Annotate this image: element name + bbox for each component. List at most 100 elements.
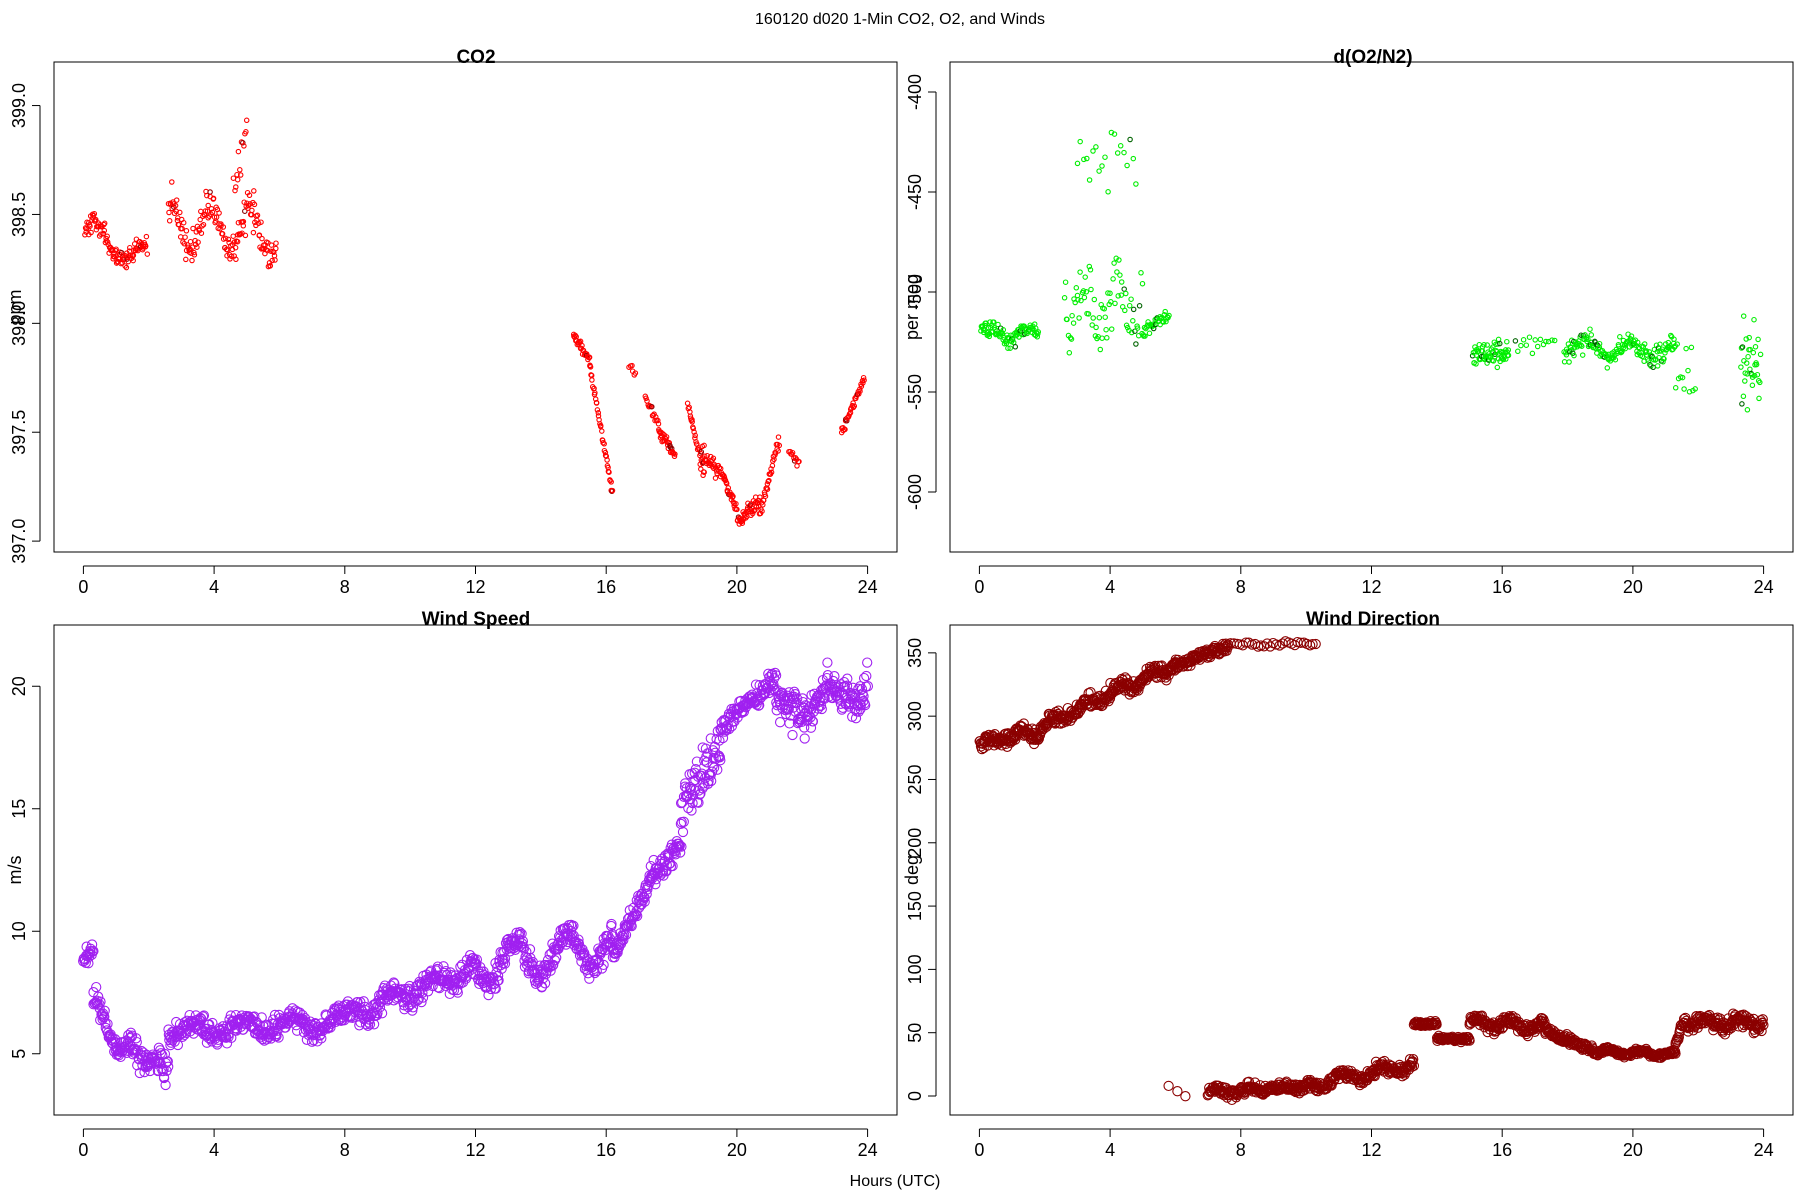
data-point: [1683, 345, 1689, 352]
data-point: [1123, 290, 1129, 297]
data-point: [855, 681, 866, 692]
data-point: [695, 788, 706, 799]
data-point: [190, 225, 196, 232]
data-point: [241, 199, 247, 205]
data-point: [127, 252, 134, 259]
data-point: [999, 330, 1006, 337]
data-point: [142, 243, 149, 249]
data-point: [712, 475, 719, 481]
o2-x-axis: 0 4 8 12 16 20 24: [974, 565, 1774, 597]
data-point: [1674, 341, 1680, 347]
data-point: [273, 1032, 284, 1043]
data-point: [268, 248, 274, 254]
data-point: [1738, 345, 1745, 351]
data-point: [602, 449, 609, 456]
data-point: [1754, 371, 1761, 378]
data-point: [676, 841, 687, 852]
data-point: [783, 704, 794, 715]
x-tick-label: 0: [974, 1140, 984, 1160]
data-point: [438, 961, 449, 972]
data-point: [520, 951, 531, 962]
data-point: [1740, 313, 1747, 319]
wind-direction-points: [974, 636, 1769, 1106]
data-point: [1114, 150, 1121, 156]
x-tick-label: 12: [1361, 577, 1381, 597]
data-point: [210, 195, 217, 202]
data-point: [606, 918, 617, 930]
data-point: [237, 172, 244, 178]
data-point: [1596, 340, 1603, 347]
data-point: [692, 432, 698, 439]
data-point: [243, 1011, 254, 1022]
data-point: [204, 208, 211, 214]
data-point: [768, 469, 775, 476]
data-point: [219, 231, 226, 237]
data-point: [204, 192, 210, 199]
data-point: [573, 934, 584, 945]
data-point: [1130, 306, 1137, 313]
y-tick-label: -450: [905, 174, 925, 210]
data-point: [511, 941, 522, 952]
figure-xlabel: Hours (UTC): [850, 1173, 941, 1190]
data-point: [1686, 389, 1693, 395]
data-point: [592, 390, 598, 396]
data-point: [1086, 177, 1093, 183]
y-tick-label: 0: [905, 1091, 925, 1101]
data-point: [242, 208, 248, 214]
data-point: [104, 239, 111, 245]
data-point: [713, 468, 720, 474]
y-tick-label: 397.0: [9, 519, 29, 564]
data-point: [1464, 1035, 1475, 1046]
data-point: [722, 719, 733, 731]
data-point: [599, 428, 605, 434]
data-point: [241, 143, 247, 149]
data-point: [259, 235, 265, 242]
data-point: [720, 721, 732, 732]
data-point: [91, 210, 98, 217]
data-point: [95, 996, 106, 1007]
data-point: [1077, 138, 1083, 145]
data-point: [1504, 338, 1510, 345]
data-point: [1258, 641, 1270, 652]
data-point: [768, 466, 774, 472]
data-point: [1003, 340, 1010, 347]
data-point: [1105, 189, 1111, 195]
data-point: [246, 192, 253, 199]
data-point: [177, 1031, 188, 1042]
data-point: [600, 439, 606, 446]
x-tick-label: 4: [209, 577, 219, 597]
data-point: [842, 426, 848, 433]
data-point: [1089, 322, 1095, 328]
data-point: [1515, 348, 1521, 355]
data-point: [593, 400, 600, 406]
data-point: [713, 750, 725, 761]
panel-co2-ylabel: ppm: [5, 289, 25, 324]
x-tick-label: 12: [465, 1140, 485, 1160]
data-point: [352, 996, 363, 1008]
y-tick-label: 5: [9, 1049, 29, 1059]
data-point: [734, 506, 740, 513]
data-point: [1561, 359, 1568, 365]
data-point: [774, 717, 786, 728]
data-point: [374, 1002, 386, 1013]
data-point: [1035, 329, 1042, 335]
data-point: [1114, 269, 1120, 275]
data-point: [264, 247, 271, 254]
y-tick-label: -600: [905, 474, 925, 510]
data-point: [776, 442, 783, 449]
wind-direction-y-axis: 0 50 100 150 200 250 300 350: [905, 638, 937, 1101]
data-point: [1078, 297, 1084, 304]
y-tick-label: 399.0: [9, 83, 29, 128]
data-point: [1118, 279, 1125, 285]
data-point: [172, 202, 179, 209]
data-point: [1641, 341, 1648, 347]
data-point: [1484, 360, 1490, 366]
data-point: [1090, 148, 1096, 154]
data-point: [195, 239, 201, 245]
data-point: [655, 421, 662, 427]
data-point: [205, 202, 211, 209]
data-point: [245, 205, 251, 211]
data-point: [1090, 315, 1096, 321]
data-point: [1566, 359, 1572, 365]
